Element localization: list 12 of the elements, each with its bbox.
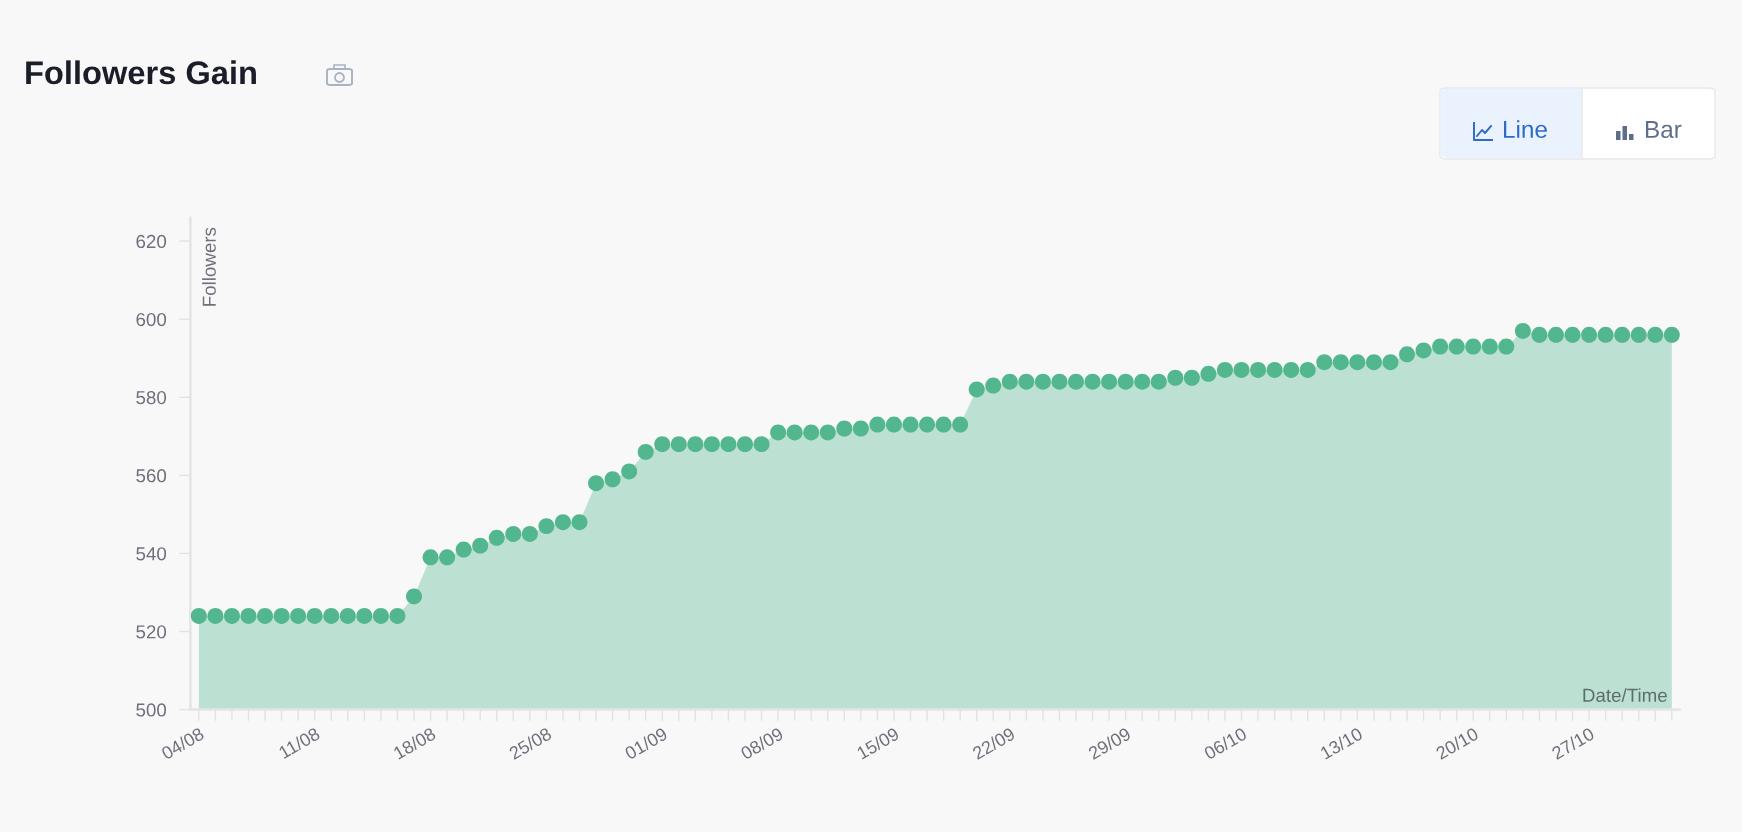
- y-tick-label: 520: [136, 625, 167, 639]
- y-tick-label: 600: [136, 312, 167, 327]
- text: Line: [1503, 120, 1547, 139]
- y-tick-label: 560: [136, 469, 167, 483]
- y-tick-label: 540: [136, 547, 167, 561]
- chart-title: Followers Gain: [26, 60, 256, 85]
- x-axis-title: Date/Time: [1583, 688, 1667, 702]
- y-tick-label: 620: [136, 234, 167, 249]
- y-axis-title: Followers: [202, 227, 216, 306]
- y-tick-label: 500: [136, 703, 167, 717]
- text: Bar: [1645, 121, 1682, 139]
- y-tick-label: 580: [136, 390, 167, 405]
